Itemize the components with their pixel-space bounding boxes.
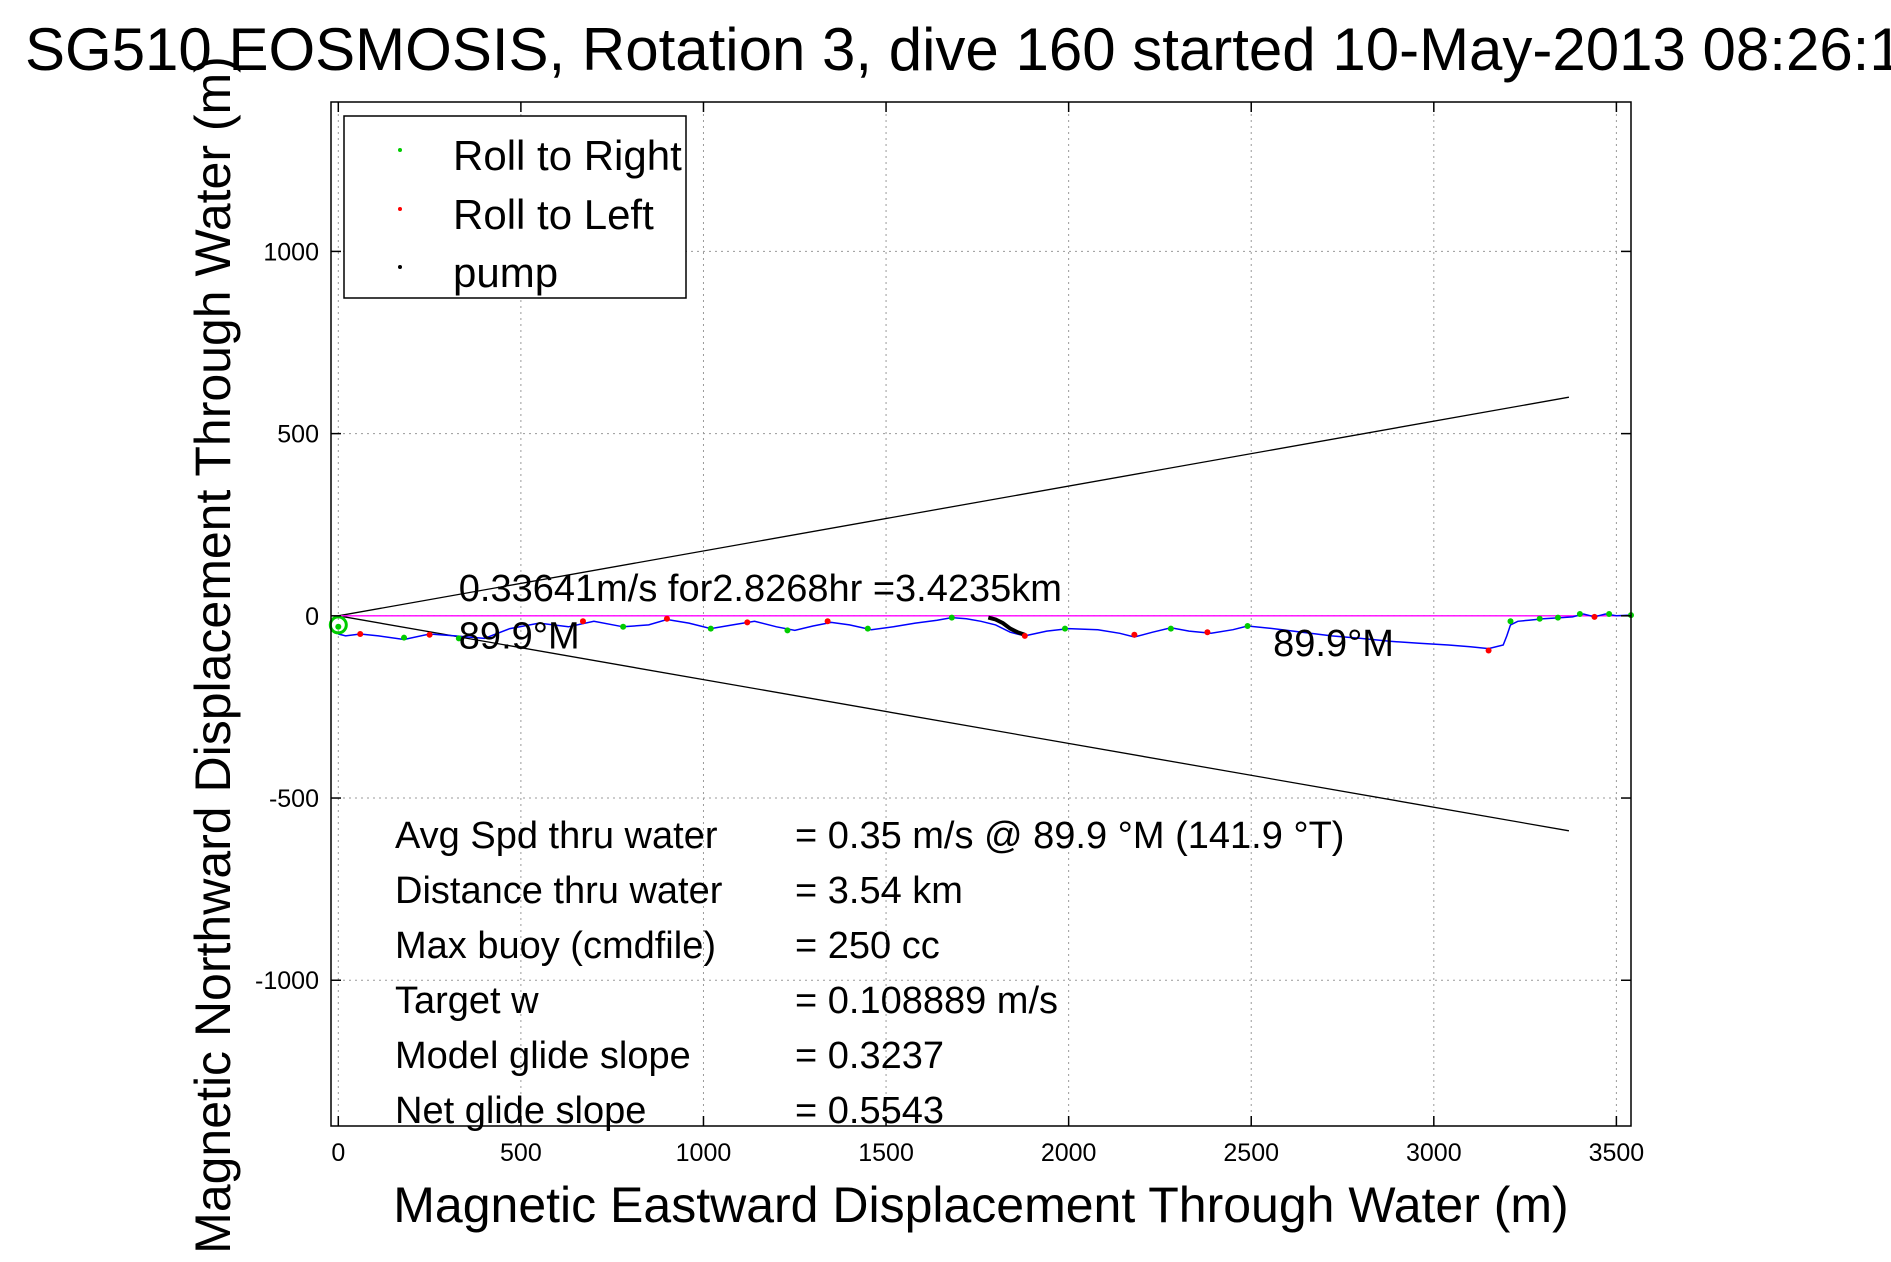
roll-right-point — [1554, 614, 1561, 621]
roll-left-point — [824, 618, 831, 625]
roll-left-point — [663, 615, 670, 622]
chart-title: SG510 EOSMOSIS, Rotation 3, dive 160 sta… — [25, 16, 1891, 83]
annotation-text: 0.33641m/s for2.8268hr =3.4235km — [459, 568, 1062, 610]
y-tick-label: -500 — [269, 785, 319, 813]
annotation-text: 89.9°M — [459, 616, 580, 658]
stat-value: = 0.108889 m/s — [795, 980, 1058, 1022]
roll-left-point — [579, 618, 586, 625]
y-tick-label: -1000 — [255, 967, 319, 995]
x-tick-label: 3000 — [1406, 1139, 1462, 1167]
roll-right-point — [1536, 615, 1543, 622]
annotation-text: 89.9°M — [1273, 623, 1394, 665]
legend-marker-roll-left — [398, 207, 402, 211]
roll-left-point — [744, 619, 751, 626]
annotation-layer: 0.33641m/s for2.8268hr =3.4235km 89.9°M 89… — [459, 568, 1394, 665]
x-tick-label: 0 — [331, 1139, 345, 1167]
legend-marker-roll-right — [398, 148, 402, 152]
legend-label-roll-left: Roll to Left — [453, 191, 654, 238]
y-tick-label: 1000 — [263, 238, 319, 266]
stat-label: Avg Spd thru water — [395, 815, 718, 857]
stat-label: Target w — [395, 980, 539, 1022]
roll-right-point — [1576, 611, 1583, 617]
roll-right-point — [1507, 618, 1514, 625]
stat-label: Distance thru water — [395, 870, 723, 912]
y-axis-label: Magnetic Northward Displacement Through … — [185, 56, 241, 1254]
legend: Roll to Right Roll to Left pump — [343, 115, 687, 299]
cone-upper-line — [338, 396, 1570, 617]
roll-right-point — [948, 614, 955, 621]
roll-left-point — [1204, 629, 1211, 636]
cone-lower-line — [338, 615, 1570, 832]
pump-segment — [987, 615, 1026, 637]
roll-right-point — [1167, 625, 1174, 632]
stat-label: Max buoy (cmdfile) — [395, 925, 716, 967]
x-tick-label: 2000 — [1041, 1139, 1097, 1167]
roll-right-point — [401, 634, 408, 641]
roll-left-point — [426, 631, 433, 638]
x-tick-label: 3500 — [1589, 1139, 1645, 1167]
legend-label-roll-right: Roll to Right — [453, 132, 682, 179]
roll-right-point — [1061, 625, 1068, 632]
stat-label: Net glide slope — [395, 1090, 646, 1132]
stat-value: = 0.5543 — [795, 1090, 944, 1132]
stat-value: = 3.54 km — [795, 870, 963, 912]
roll-right-point — [864, 625, 871, 632]
x-tick-label: 1000 — [676, 1139, 732, 1167]
roll-right-point — [707, 625, 714, 632]
roll-right-point — [1606, 611, 1613, 617]
roll-left-point — [357, 631, 364, 638]
stat-value: = 0.35 m/s @ 89.9 °M (141.9 °T) — [795, 815, 1344, 857]
y-tick-label: 500 — [277, 421, 319, 449]
roll-left-point — [1485, 647, 1492, 654]
legend-marker-pump — [398, 265, 402, 269]
stat-value: = 250 cc — [795, 925, 940, 967]
legend-box — [343, 115, 687, 299]
stats-block: Avg Spd thru water = 0.35 m/s @ 89.9 °M (… — [395, 815, 1344, 1132]
tick-layer: 0 500 1000 1500 2000 2500 3000 3500 1000 500 0 -500… — [255, 102, 1644, 1167]
roll-left-point — [1131, 631, 1138, 638]
x-tick-label: 2500 — [1223, 1139, 1279, 1167]
plot-frame — [330, 101, 1632, 1127]
x-axis-label: Magnetic Eastward Displacement Through W… — [393, 1177, 1568, 1233]
stat-value: = 0.3237 — [795, 1035, 944, 1077]
roll-left-point — [1021, 632, 1028, 639]
roll-right-point — [335, 623, 342, 630]
roll-left-point — [1591, 613, 1598, 620]
roll-right-point — [455, 635, 462, 642]
roll-right-point — [784, 627, 791, 634]
roll-right-point — [1244, 623, 1251, 630]
legend-label-pump: pump — [453, 249, 558, 296]
roll-right-point — [620, 623, 627, 630]
x-tick-label: 500 — [500, 1139, 542, 1167]
y-tick-label: 0 — [305, 603, 319, 631]
stat-label: Model glide slope — [395, 1035, 691, 1077]
x-tick-label: 1500 — [858, 1139, 914, 1167]
data-layer — [328, 396, 1634, 832]
